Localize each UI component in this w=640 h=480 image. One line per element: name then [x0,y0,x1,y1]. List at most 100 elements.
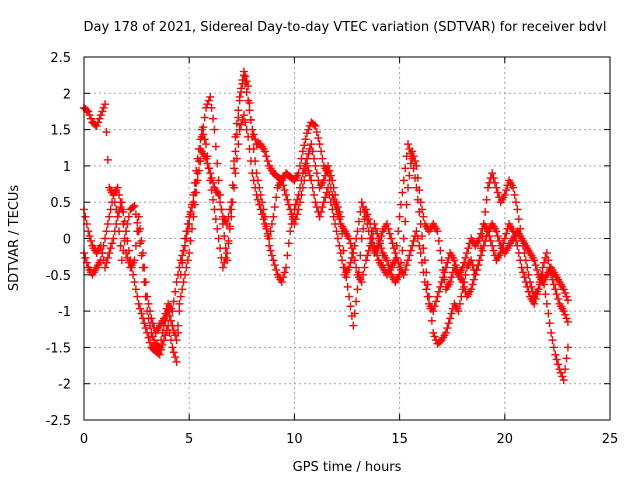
data-point [131,285,140,294]
data-point [279,181,288,190]
data-point [462,249,471,258]
data-point [169,326,178,335]
data-point [538,263,547,272]
data-point [356,251,365,260]
data-points [80,67,572,385]
data-point [416,249,425,258]
data-point [95,114,104,123]
data-point [422,285,431,294]
data-point [102,128,111,137]
data-point [357,278,366,287]
data-point [101,234,110,243]
data-point [248,169,257,178]
data-point [493,188,502,197]
data-point [207,103,216,112]
data-point [173,321,182,330]
data-point [144,299,153,308]
data-point [441,328,450,337]
data-point [269,212,278,221]
data-point [500,190,509,199]
data-point [336,249,345,258]
data-point [145,338,154,347]
data-point [214,234,223,243]
data-point [408,154,417,163]
data-point [384,224,393,233]
data-point [483,183,492,192]
data-point [242,88,251,97]
data-point [173,328,182,337]
y-tick-label: 1 [63,160,71,175]
data-point [169,297,178,306]
data-point [242,77,251,86]
data-point [423,292,432,301]
data-point [189,190,198,199]
data-point [556,368,565,377]
data-point [231,132,240,141]
data-point [98,107,107,116]
data-point [106,205,115,214]
data-point [307,140,316,149]
data-point [420,278,429,287]
data-point [213,224,222,233]
data-point [317,147,326,156]
data-point [433,292,442,301]
data-point [259,215,268,224]
data-point [266,246,275,255]
data-point [241,118,250,127]
data-point [408,241,417,250]
axis-ticks [83,56,611,421]
data-point [434,287,443,296]
data-point [551,350,560,359]
data-point [406,149,415,158]
data-point [245,106,254,115]
data-point [260,147,269,156]
data-point [99,103,108,112]
data-point [244,132,253,141]
data-point [519,268,528,277]
data-point [102,258,111,267]
data-point [561,310,570,319]
data-point [291,200,300,209]
data-point [140,319,149,328]
data-point [359,203,368,212]
data-point [180,241,189,250]
data-point [103,253,112,262]
data-point [548,275,557,284]
data-point [361,212,370,221]
data-point [352,297,361,306]
data-point [360,263,369,272]
y-tick-label: -2 [58,378,71,393]
data-point [101,100,110,109]
data-point [136,304,145,313]
data-point [321,193,330,202]
data-point [106,244,115,253]
data-point [183,227,192,236]
data-point [227,205,236,214]
data-point [436,246,445,255]
data-point [434,236,443,245]
data-point [216,190,225,199]
data-point [402,152,411,161]
data-point [552,355,561,364]
data-point [230,183,239,192]
data-point [531,295,540,303]
data-point [399,270,408,279]
data-point [328,205,337,214]
data-point [534,285,543,294]
data-point [235,125,244,134]
data-point [246,157,255,166]
data-point [521,278,530,287]
data-point [371,224,380,233]
data-point [296,198,305,207]
data-point [171,353,180,362]
data-point [562,292,571,301]
data-point [405,144,414,153]
data-point [460,278,469,287]
data-point [359,224,368,233]
data-point [512,198,521,207]
data-point [457,292,466,301]
data-point [182,263,191,272]
data-point [242,125,251,134]
data-point [172,357,181,366]
data-point [168,343,177,352]
